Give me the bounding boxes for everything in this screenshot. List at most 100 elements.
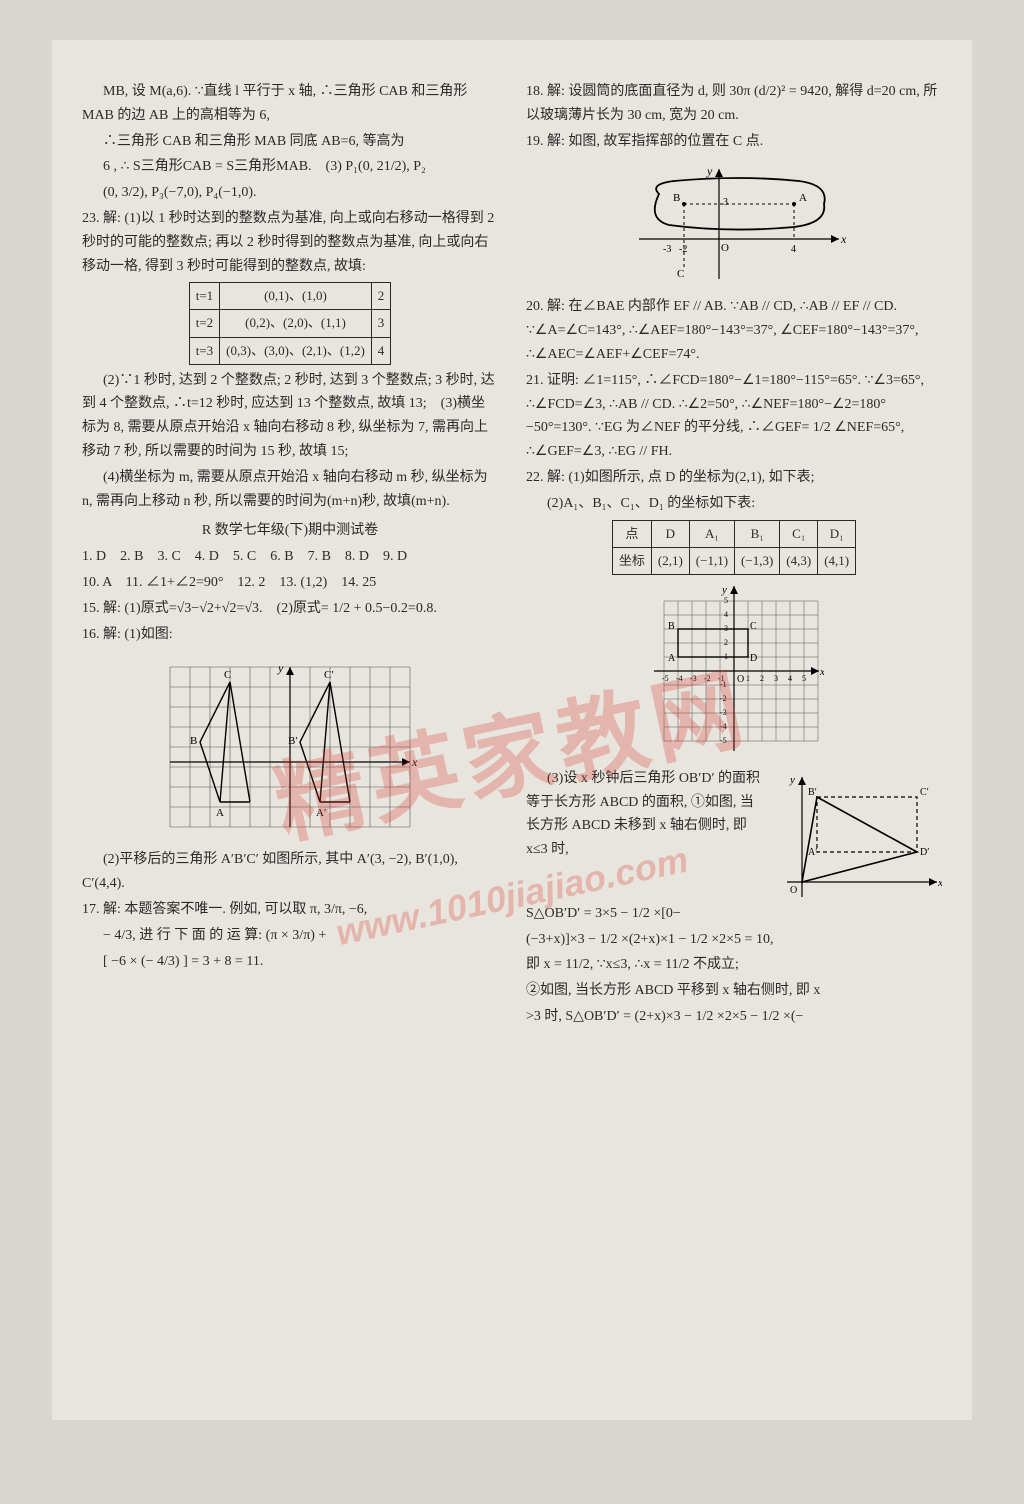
svg-text:3: 3	[724, 624, 728, 633]
right-column: 18. 解: 设圆筒的底面直径为 d, 则 30π (d/2)² = 9420,…	[526, 80, 942, 1380]
cell: (2,1)	[651, 547, 689, 574]
cell: (0,3)、(3,0)、(2,1)、(1,2)	[220, 337, 372, 364]
svg-text:3: 3	[774, 674, 778, 683]
svg-text:C: C	[224, 669, 231, 681]
svg-text:O: O	[721, 242, 729, 254]
cell: t=1	[189, 283, 219, 310]
svg-text:-4: -4	[720, 722, 727, 731]
p22-a: 22. 解: (1)如图所示, 点 D 的坐标为(2,1), 如下表;	[526, 466, 942, 490]
svg-text:-3: -3	[690, 674, 697, 683]
figure-22b: x y O B′ C′ A′ D′	[772, 767, 942, 902]
p22-3e: ②如图, 当长方形 ABCD 平移到 x 轴右侧时, 即 x	[526, 979, 942, 1003]
cell: (−1,1)	[689, 547, 734, 574]
p19-a: 19. 解: 如图, 故军指挥部的位置在 C 点.	[526, 130, 942, 154]
svg-text:B: B	[190, 735, 197, 747]
cell: C₁	[780, 520, 818, 547]
svg-text:y: y	[789, 774, 795, 786]
svg-text:A′: A′	[808, 847, 817, 858]
svg-text:-4: -4	[676, 674, 683, 683]
svg-text:y: y	[706, 164, 713, 178]
p22-a: MB, 设 M(a,6). ∵直线 l 平行于 x 轴, ∴三角形 CAB 和三…	[82, 80, 498, 128]
svg-text:y: y	[277, 661, 284, 675]
p22-b: (2)A₁、B₁、C₁、D₁ 的坐标如下表:	[526, 492, 942, 516]
svg-text:1: 1	[746, 674, 750, 683]
p16-2: (2)平移后的三角形 A′B′C′ 如图所示, 其中 A′(3, −2), B′…	[82, 848, 498, 896]
table-row: t=1 (0,1)、(1,0) 2	[189, 283, 391, 310]
svg-text:D: D	[750, 653, 757, 664]
svg-text:C′: C′	[324, 669, 334, 681]
p18: 18. 解: 设圆筒的底面直径为 d, 则 30π (d/2)² = 9420,…	[526, 80, 942, 128]
svg-text:4: 4	[724, 610, 728, 619]
cell: D₁	[818, 520, 856, 547]
table-row: 坐标 (2,1) (−1,1) (−1,3) (4,3) (4,1)	[612, 547, 855, 574]
svg-text:O: O	[737, 674, 744, 685]
svg-text:A′: A′	[316, 807, 326, 819]
cell: (4,1)	[818, 547, 856, 574]
cell: 点	[612, 520, 651, 547]
cell: 4	[371, 337, 391, 364]
svg-text:C: C	[750, 621, 757, 632]
p20: 20. 解: 在∠BAE 内部作 EF // AB. ∵AB // CD, ∴A…	[526, 295, 942, 366]
p22-3a: (3)设 x 秒钟后三角形 OB′D′ 的面积等于长方形 ABCD 的面积, ①…	[526, 767, 764, 862]
p22-b: ∴三角形 CAB 和三角形 MAB 同底 AB=6, 等高为	[82, 130, 498, 154]
svg-text:x: x	[411, 755, 418, 769]
p21: 21. 证明: ∠1=115°, ∴∠FCD=180°−∠1=180°−115°…	[526, 369, 942, 464]
svg-text:4: 4	[791, 244, 796, 255]
cell: 坐标	[612, 547, 651, 574]
p22-c: 6 , ∴ S三角形CAB = S三角形MAB. (3) P₁(0, 21/2)…	[82, 155, 498, 179]
svg-text:4: 4	[788, 674, 792, 683]
svg-text:D′: D′	[920, 847, 929, 858]
left-column: MB, 设 M(a,6). ∵直线 l 平行于 x 轴, ∴三角形 CAB 和三…	[82, 80, 498, 1380]
p23-2: (2)∵1 秒时, 达到 2 个整数点; 2 秒时, 达到 3 个整数点; 3 …	[82, 369, 498, 464]
p17-a: 17. 解: 本题答案不唯一. 例如, 可以取 π, 3/π, −6,	[82, 898, 498, 922]
cell: (0,1)、(1,0)	[220, 283, 372, 310]
table-22: 点 D A₁ B₁ C₁ D₁ 坐标 (2,1) (−1,1) (−1,3) (…	[612, 520, 856, 575]
cell: 2	[371, 283, 391, 310]
svg-text:-2: -2	[720, 694, 727, 703]
figure-19: x y O B A C -3 -2 4 3	[619, 159, 849, 289]
svg-text:A: A	[668, 653, 676, 664]
p22-3c: (−3+x)]×3 − 1/2 ×(2+x)×1 − 1/2 ×2×5 = 10…	[526, 928, 942, 952]
p23-4: (4)横坐标为 m, 需要从原点开始沿 x 轴向右移动 m 秒, 纵坐标为 n,…	[82, 466, 498, 514]
svg-text:-3: -3	[720, 708, 727, 717]
svg-text:5: 5	[724, 596, 728, 605]
svg-text:B′: B′	[808, 787, 817, 798]
svg-text:2: 2	[760, 674, 764, 683]
svg-text:2: 2	[724, 638, 728, 647]
cell: D	[651, 520, 689, 547]
p22-d: (0, 3/2), P₃(−7,0), P₄(−1,0).	[82, 181, 498, 205]
cell: A₁	[689, 520, 734, 547]
cell: (0,2)、(2,0)、(1,1)	[220, 310, 372, 337]
svg-text:O: O	[790, 885, 797, 896]
page: 精英家教网 www.1010jiajiao.com MB, 设 M(a,6). …	[52, 40, 972, 1420]
svg-text:-5: -5	[720, 736, 727, 745]
svg-text:A: A	[216, 807, 224, 819]
p23-head: 23. 解: (1)以 1 秒时达到的整数点为基准, 向上或向右移动一格得到 2…	[82, 207, 498, 278]
svg-text:-5: -5	[662, 674, 669, 683]
p22-3b: S△OB′D′ = 3×5 − 1/2 ×[0−	[526, 902, 942, 926]
svg-text:y: y	[721, 584, 727, 596]
answers-line-2: 10. A 11. ∠1+∠2=90° 12. 2 13. (1,2) 14. …	[82, 571, 498, 595]
cell: t=3	[189, 337, 219, 364]
svg-text:A: A	[799, 192, 807, 204]
p22-3f: >3 时, S△OB′D′ = (2+x)×3 − 1/2 ×2×5 − 1/2…	[526, 1005, 942, 1029]
cell: t=2	[189, 310, 219, 337]
table-row: t=2 (0,2)、(2,0)、(1,1) 3	[189, 310, 391, 337]
svg-text:C′: C′	[920, 787, 929, 798]
svg-text:C: C	[677, 268, 684, 280]
svg-text:3: 3	[723, 197, 728, 208]
svg-text:-3: -3	[663, 244, 671, 255]
svg-text:B′: B′	[288, 735, 298, 747]
cell: 3	[371, 310, 391, 337]
cell: B₁	[735, 520, 780, 547]
table-23: t=1 (0,1)、(1,0) 2 t=2 (0,2)、(2,0)、(1,1) …	[189, 282, 392, 364]
table-row: 点 D A₁ B₁ C₁ D₁	[612, 520, 855, 547]
cell: (−1,3)	[735, 547, 780, 574]
svg-text:-1: -1	[720, 680, 727, 689]
p17-c: [ −6 × (− 4/3) ] = 3 + 8 = 11.	[82, 950, 498, 974]
p22-3d: 即 x = 11/2, ∵x≤3, ∴x = 11/2 不成立;	[526, 953, 942, 977]
section-title: R 数学七年级(下)期中测试卷	[82, 519, 498, 543]
svg-text:1: 1	[724, 652, 728, 661]
figure-16: x y B C A B′ C′ A′	[160, 652, 420, 842]
p15: 15. 解: (1)原式=√3−√2+√2=√3. (2)原式= 1/2 + 0…	[82, 597, 498, 621]
